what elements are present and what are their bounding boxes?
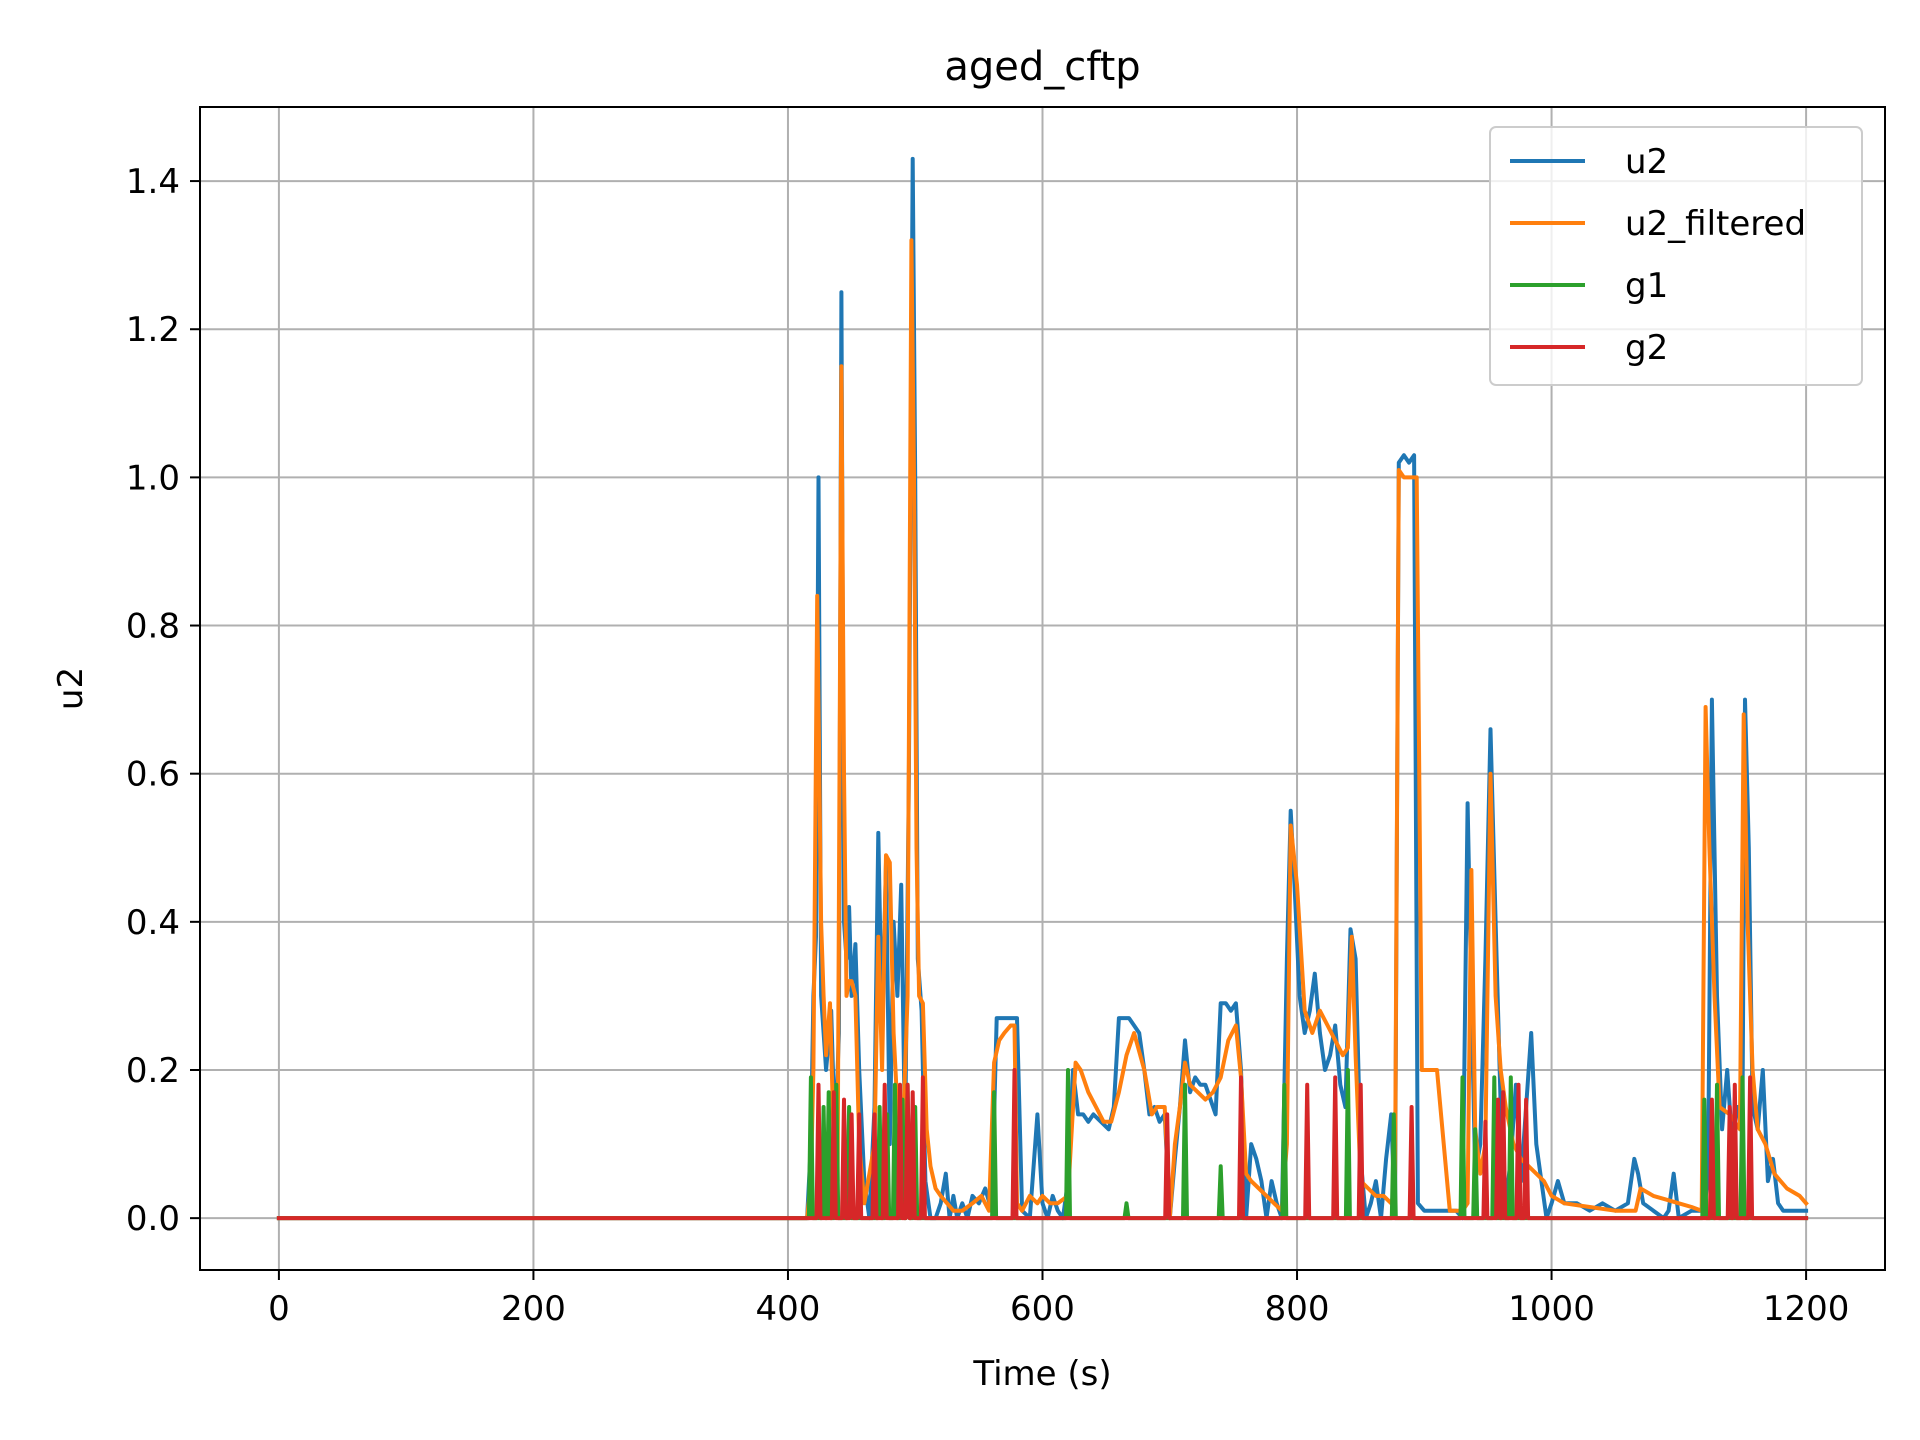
y-axis-ticks: 0.0 0.2 0.4 0.6 0.8 1.0 1.2 1.4 bbox=[126, 162, 200, 1239]
x-tick-label: 1200 bbox=[1763, 1289, 1850, 1329]
y-tick-label: 0.8 bbox=[126, 607, 180, 647]
legend-label: u2_filtered bbox=[1625, 204, 1806, 244]
legend-label: g2 bbox=[1625, 328, 1668, 368]
series-line-u2-filtered bbox=[276, 238, 1809, 1221]
x-tick-label: 400 bbox=[756, 1289, 821, 1329]
series-line-g2 bbox=[276, 1068, 1809, 1221]
y-tick-label: 0.4 bbox=[126, 903, 180, 943]
legend-box bbox=[1489, 126, 1863, 386]
legend-label: u2 bbox=[1625, 142, 1668, 182]
x-tick-label: 1000 bbox=[1508, 1289, 1595, 1329]
legend-label: g1 bbox=[1625, 266, 1668, 306]
y-axis-label: u2 bbox=[51, 667, 91, 710]
y-tick-label: 0.2 bbox=[126, 1051, 180, 1091]
y-tick-label: 0.0 bbox=[126, 1199, 180, 1239]
y-tick-label: 1.0 bbox=[126, 458, 180, 498]
y-tick-label: 0.6 bbox=[126, 755, 180, 795]
x-axis-label: Time (s) bbox=[972, 1354, 1111, 1394]
y-tick-label: 1.2 bbox=[126, 310, 180, 350]
series-layer bbox=[276, 156, 1809, 1221]
x-axis-ticks: 0 200 400 600 800 1000 1200 bbox=[268, 1270, 1849, 1329]
legend: u2 u2_filtered g1 g2 bbox=[1489, 126, 1863, 386]
y-tick-label: 1.4 bbox=[126, 162, 180, 202]
x-tick-label: 600 bbox=[1010, 1289, 1075, 1329]
x-tick-label: 800 bbox=[1265, 1289, 1330, 1329]
x-tick-label: 200 bbox=[501, 1289, 566, 1329]
chart-title: aged_cftp bbox=[944, 44, 1140, 90]
x-tick-label: 0 bbox=[268, 1289, 290, 1329]
